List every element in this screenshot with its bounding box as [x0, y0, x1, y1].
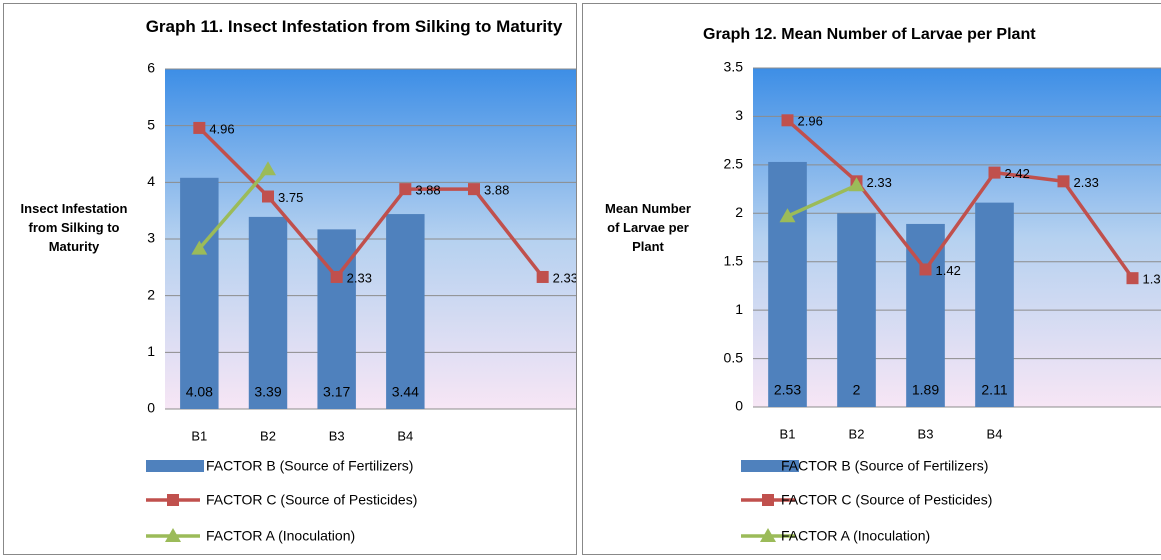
x-tick-label: B3: [918, 426, 934, 441]
line-marker: [191, 240, 208, 255]
chart-title: Graph 11. Insect Infestation from Silkin…: [145, 17, 563, 36]
line-marker: [1057, 175, 1070, 188]
bar-value-label: 3.44: [392, 384, 419, 400]
line-value-label: 1.33: [1143, 272, 1161, 287]
bar: [386, 214, 425, 409]
legend-label: FACTOR A (Inoculation): [781, 528, 930, 544]
line-marker: [193, 121, 206, 134]
line-value-label: 3.75: [278, 190, 303, 205]
legend-label: FACTOR B (Source of Fertilizers): [206, 458, 413, 474]
line-value-label: 1.42: [936, 263, 961, 278]
line-value-label: 2.96: [798, 114, 823, 129]
chart: 0 1 2 3 4 5 6 B1 B2 B3 B4 4.08 3.39 3.17 3.44 4.96 3.75 2…: [146, 60, 577, 544]
legend-marker: [760, 528, 776, 542]
line: [786, 183, 858, 218]
bar: [248, 216, 288, 409]
line-marker: [330, 270, 343, 283]
x-tick-label: B3: [329, 428, 345, 443]
bar-value-label: 2.11: [981, 382, 1007, 398]
y-tick-label: 5: [147, 116, 155, 132]
line-marker: [399, 183, 412, 196]
y-tick-label: 6: [147, 60, 155, 76]
y-tick-label: 1.5: [724, 252, 744, 268]
line-marker: [260, 161, 276, 176]
legend-marker: [167, 494, 179, 506]
bar: [768, 161, 807, 407]
x-tick-label: B1: [780, 426, 796, 441]
chart-panel: 0 1 2 3 4 5 6 B1 B2 B3 B4 4.08 3.39 3.17 3.44 4.96 3.75 2…: [3, 3, 577, 555]
line-value-label: 3.88: [415, 183, 440, 198]
plot-area: [753, 68, 1161, 407]
y-tick-label: 0: [147, 400, 155, 416]
bar-value-label: 1.89: [912, 382, 939, 398]
line-value-label: 3.88: [484, 183, 509, 198]
y-tick-label: 2: [735, 204, 743, 220]
chart-panel: 0 0.5 1 1.5 2 2.5 3 3.5 B1 B2 B3 B4 2.53 2 1.89 2.11 2.9…: [582, 3, 1161, 555]
y-axis-label: Mean Number of Larvae per Plant: [605, 201, 691, 254]
x-tick-label: B4: [397, 428, 413, 443]
legend-label: FACTOR A (Inoculation): [206, 528, 355, 544]
y-tick-label: 3: [147, 230, 155, 246]
legend-swatch: [741, 460, 799, 472]
y-tick-label: 3: [735, 107, 743, 123]
legend-label: FACTOR C (Source of Pesticides): [781, 492, 992, 508]
line-value-label: 2.33: [553, 270, 577, 285]
line-marker: [468, 183, 480, 196]
y-tick-label: 4: [147, 173, 155, 189]
line-marker: [536, 270, 549, 283]
line-marker: [848, 177, 865, 192]
y-tick-label: 0.5: [724, 349, 744, 365]
line: [786, 118, 1134, 280]
y-tick-label: 1: [735, 301, 743, 317]
line-marker: [988, 166, 1001, 179]
x-tick-label: B1: [191, 428, 207, 443]
line-marker: [1126, 272, 1139, 285]
bar-value-label: 3.17: [323, 384, 350, 400]
legend-label: FACTOR C (Source of Pesticides): [206, 492, 417, 508]
bar-value-label: 2: [853, 382, 861, 398]
legend-marker: [165, 528, 181, 542]
x-tick-label: B2: [260, 428, 276, 443]
x-tick-label: B4: [987, 426, 1003, 441]
line-value-label: 2.33: [347, 270, 372, 285]
chart: 00.511.522.533.5B1 B2 B3 B42.53 2 1.89 2.112.9…: [724, 59, 1161, 544]
chart-title: Graph 12. Mean Number of Larvae per Plan…: [703, 26, 1036, 43]
bar-value-label: 4.08: [186, 384, 213, 400]
y-tick-label: 1: [147, 343, 155, 359]
bar: [837, 213, 876, 407]
bar: [975, 202, 1014, 407]
bar: [180, 177, 219, 409]
y-tick-label: 0: [735, 398, 743, 414]
bar: [317, 229, 356, 409]
line-value-label: 2.33: [867, 175, 892, 190]
bar-value-label: 2.53: [774, 382, 801, 398]
line-marker: [781, 114, 794, 127]
legend-swatch: [146, 460, 204, 472]
line-marker: [919, 263, 932, 276]
legend-marker: [762, 494, 774, 506]
line-value-label: 4.96: [209, 121, 234, 136]
line-marker: [262, 190, 274, 203]
line-value-label: 2.42: [1005, 166, 1030, 181]
legend-label: FACTOR B (Source of Fertilizers): [781, 458, 988, 474]
y-tick-label: 2: [147, 286, 155, 302]
line: [198, 168, 270, 250]
y-tick-label: 3.5: [724, 59, 744, 75]
line-marker: [779, 208, 796, 223]
bar-value-label: 3.39: [254, 384, 281, 400]
y-tick-label: 2.5: [724, 156, 744, 172]
line-value-label: 2.33: [1074, 175, 1099, 190]
x-tick-label: B2: [849, 426, 865, 441]
y-axis-label: Insect Infestation from Silking to Matur…: [20, 201, 128, 254]
